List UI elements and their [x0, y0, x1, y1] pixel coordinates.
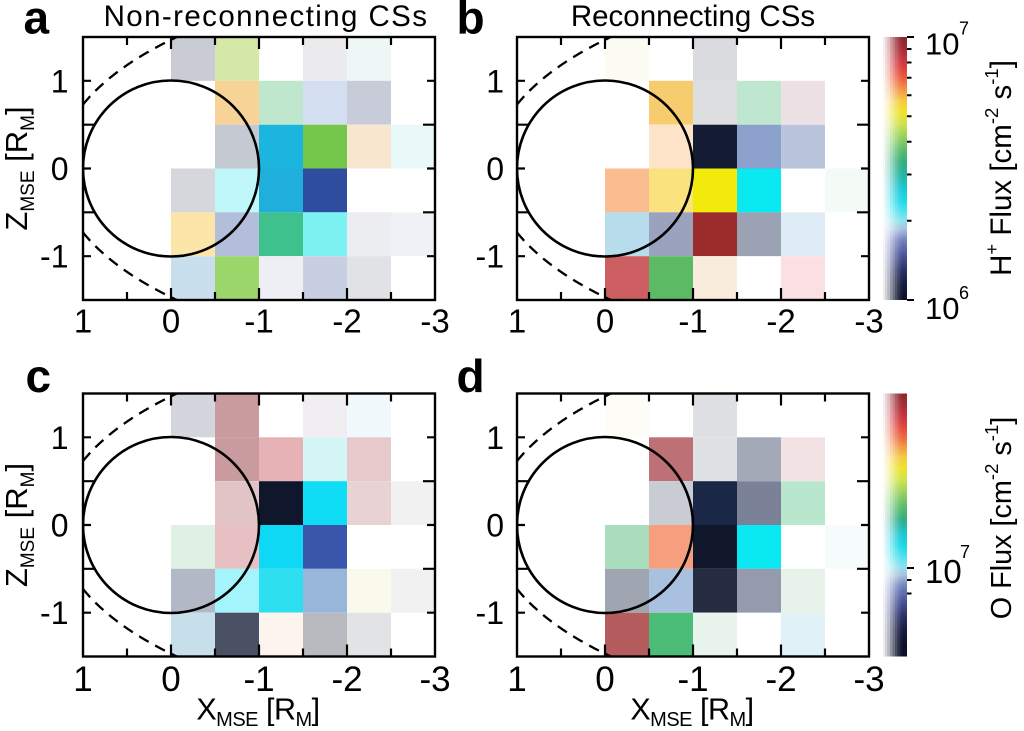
svg-text:0: 0 [486, 508, 504, 544]
svg-text:XMSE [RM]: XMSE [RM] [630, 693, 753, 731]
svg-text:1: 1 [51, 63, 69, 99]
svg-text:0: 0 [51, 508, 69, 544]
svg-text:0: 0 [162, 303, 180, 340]
svg-text:7: 7 [959, 19, 969, 39]
svg-text:1: 1 [486, 420, 504, 456]
svg-text:10: 10 [925, 291, 959, 326]
svg-text:10: 10 [925, 553, 962, 590]
svg-text:-3: -3 [853, 660, 884, 699]
svg-text:0: 0 [595, 660, 614, 699]
svg-text:-2: -2 [766, 303, 795, 340]
svg-text:d: d [457, 350, 485, 402]
svg-text:-1: -1 [40, 595, 68, 631]
svg-text:-2: -2 [331, 660, 362, 699]
svg-text:6: 6 [959, 283, 969, 303]
svg-text:a: a [24, 0, 50, 44]
svg-text:-2: -2 [332, 303, 361, 340]
svg-text:0: 0 [486, 151, 504, 187]
svg-text:0: 0 [51, 151, 69, 187]
svg-text:b: b [457, 0, 485, 44]
svg-text:-1: -1 [476, 239, 504, 275]
svg-text:Reconnecting CSs: Reconnecting CSs [571, 0, 815, 33]
svg-text:Non-reconnecting CSs: Non-reconnecting CSs [104, 0, 429, 33]
svg-text:1: 1 [74, 303, 92, 340]
svg-text:XMSE [RM]: XMSE [RM] [196, 693, 319, 731]
svg-text:-1: -1 [476, 595, 504, 631]
svg-text:1: 1 [73, 660, 92, 699]
svg-text:-1: -1 [678, 303, 707, 340]
svg-text:ZMSE [RM]: ZMSE [RM] [0, 106, 39, 230]
svg-text:c: c [26, 350, 52, 402]
svg-text:-1: -1 [244, 303, 273, 340]
svg-text:7: 7 [960, 542, 970, 562]
svg-text:-3: -3 [419, 660, 450, 699]
svg-text:-1: -1 [677, 660, 708, 699]
svg-text:10: 10 [925, 27, 959, 62]
svg-text:1: 1 [507, 660, 526, 699]
svg-text:-1: -1 [243, 660, 274, 699]
svg-text:1: 1 [486, 63, 504, 99]
svg-text:1: 1 [508, 303, 526, 340]
svg-text:1: 1 [51, 420, 69, 456]
svg-text:-3: -3 [420, 303, 449, 340]
svg-text:-3: -3 [854, 303, 883, 340]
svg-text:0: 0 [161, 660, 180, 699]
svg-text:O Flux [cm-2 s-1]: O Flux [cm-2 s-1] [981, 417, 1018, 620]
svg-text:-1: -1 [40, 239, 68, 275]
svg-text:H+ Flux [cm-2 s-1]: H+ Flux [cm-2 s-1] [981, 60, 1018, 276]
svg-text:ZMSE [RM]: ZMSE [RM] [0, 463, 39, 587]
svg-text:-2: -2 [765, 660, 796, 699]
svg-text:0: 0 [596, 303, 614, 340]
